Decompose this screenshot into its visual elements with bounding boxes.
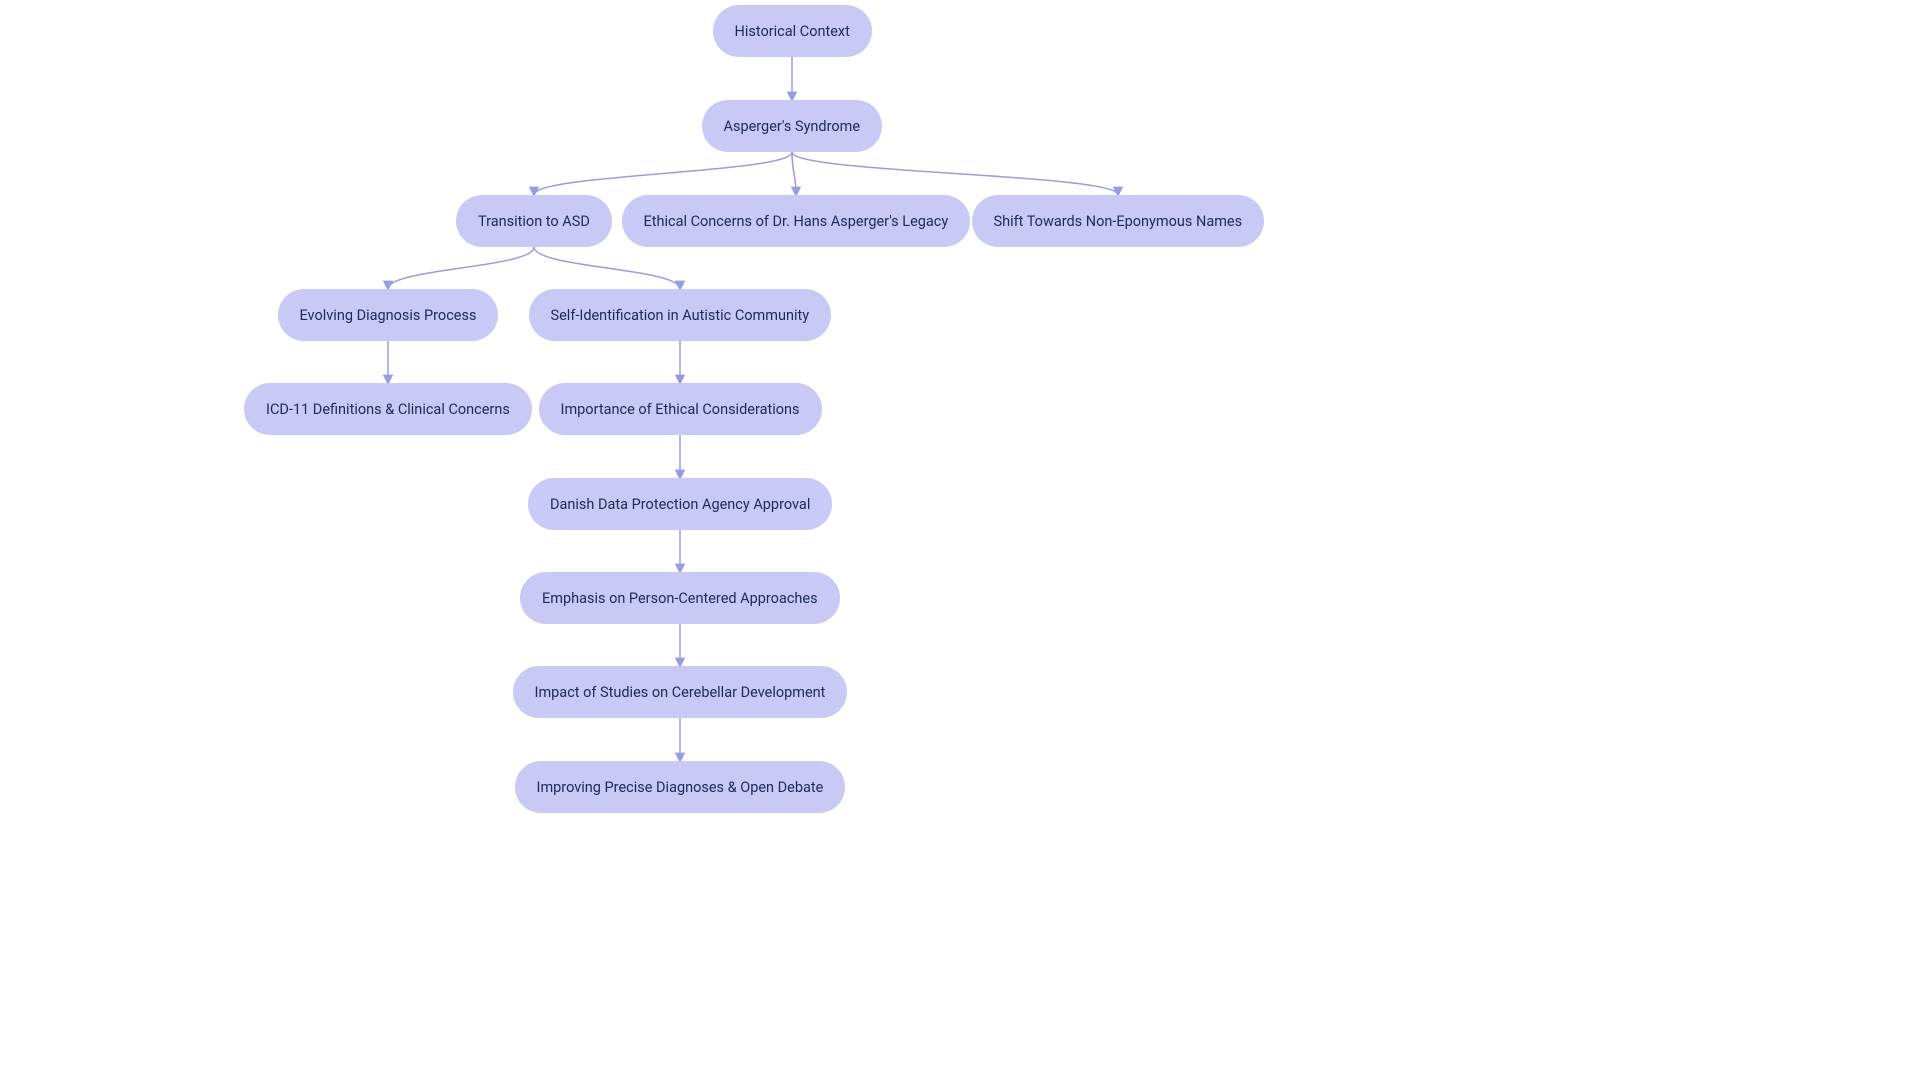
edge-n1-n3	[792, 152, 796, 195]
node-n12: Improving Precise Diagnoses & Open Debat…	[515, 761, 846, 813]
node-n9: Danish Data Protection Agency Approval	[528, 478, 832, 530]
node-n10: Emphasis on Person-Centered Approaches	[520, 572, 840, 624]
flowchart-canvas: Historical Context Asperger's Syndrome Tra…	[0, 0, 1920, 1080]
node-n7: ICD-11 Definitions & Clinical Concerns	[244, 383, 532, 435]
node-n11: Impact of Studies on Cerebellar Developm…	[513, 666, 848, 718]
edges-layer	[0, 0, 1920, 1080]
edge-n1-n2	[534, 152, 792, 195]
node-n2: Transition to ASD	[456, 195, 612, 247]
edge-n1-n4	[792, 152, 1118, 195]
node-n8: Importance of Ethical Considerations	[539, 383, 822, 435]
edge-n2-n6	[534, 247, 680, 289]
node-n0: Historical Context	[713, 5, 872, 57]
node-n5: Evolving Diagnosis Process	[278, 289, 499, 341]
node-n6: Self-Identification in Autistic Communit…	[529, 289, 832, 341]
node-n3: Ethical Concerns of Dr. Hans Asperger's …	[622, 195, 971, 247]
edge-n2-n5	[388, 247, 534, 289]
node-n4: Shift Towards Non-Eponymous Names	[972, 195, 1265, 247]
node-n1: Asperger's Syndrome	[702, 100, 883, 152]
